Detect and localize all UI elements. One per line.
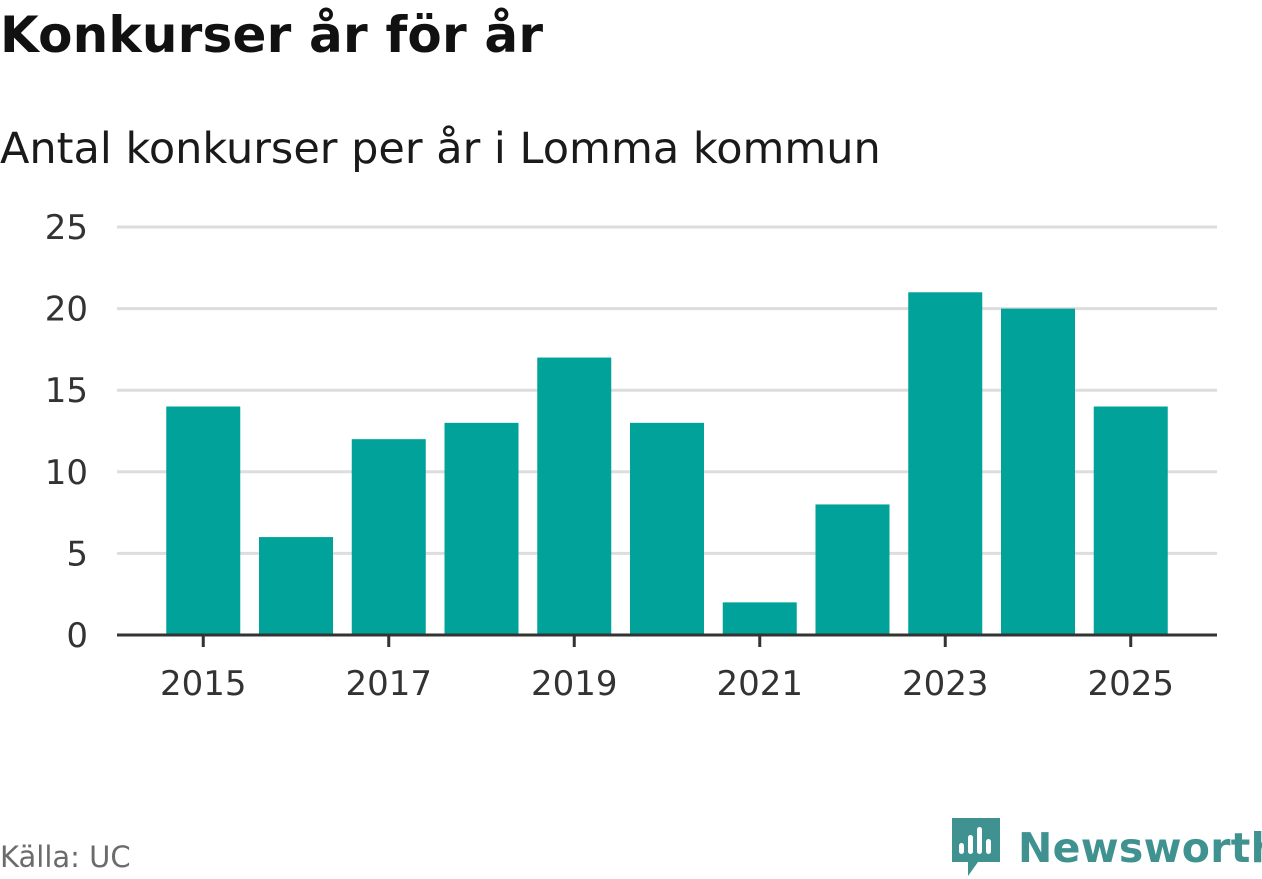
x-axis-ticks: 2015 2017 2019 2021 2023 2025 [160,635,1174,704]
bar-2019 [537,357,612,635]
x-tick-label: 2019 [531,664,618,704]
x-tick-label: 2023 [902,664,989,704]
bar-2024 [1000,308,1075,635]
y-tick-label: 0 [66,616,88,656]
bar-2023 [908,292,983,635]
brand-logo: Newsworthy [952,818,1262,878]
bar-2015 [166,406,241,635]
chart-subtitle: Antal konkurser per år i Lomma kommun [0,124,881,174]
y-tick-label: 5 [66,534,88,574]
y-axis-ticks: 0 5 10 15 20 25 [45,208,88,656]
bar-2025 [1093,406,1168,635]
bar-2016 [259,537,334,635]
brand-name: Newsworthy [1018,824,1262,872]
x-tick-label: 2025 [1087,664,1174,704]
y-tick-label: 10 [45,453,88,493]
x-tick-label: 2015 [160,664,247,704]
bar-2021 [722,602,797,635]
bar-2020 [630,422,704,635]
x-tick-label: 2021 [716,664,803,704]
bar-2017 [351,439,426,635]
bar-2022 [815,504,890,635]
bars [166,292,1168,635]
x-tick-label: 2017 [345,664,432,704]
chart-title: Konkurser år för år [0,6,544,64]
bar-2018 [444,422,519,635]
y-tick-label: 15 [45,371,88,411]
source-note: Källa: UC [0,840,131,874]
y-tick-label: 25 [45,208,88,248]
y-tick-label: 20 [45,290,88,330]
newsworthy-logo-icon [952,818,1000,876]
